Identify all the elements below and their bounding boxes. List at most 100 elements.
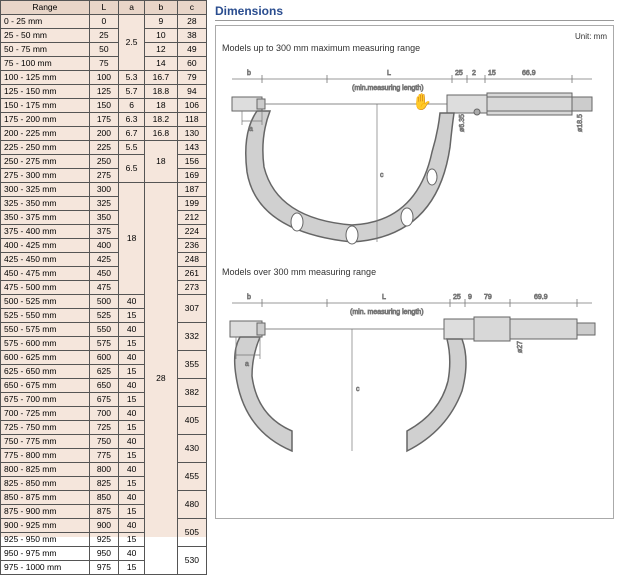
cell: 450 bbox=[89, 267, 118, 281]
cell: 28 bbox=[177, 15, 206, 29]
cell: 100 - 125 mm bbox=[1, 71, 90, 85]
cell: 5.7 bbox=[119, 85, 145, 99]
cell: 25 bbox=[89, 29, 118, 43]
dim2-699: 69.9 bbox=[534, 294, 548, 301]
cell: 750 - 775 mm bbox=[1, 435, 90, 449]
cell: 224 bbox=[177, 225, 206, 239]
spec-table: RangeLabc 0 - 25 mm02.592825 - 50 mm2510… bbox=[0, 0, 207, 575]
cell: 40 bbox=[119, 547, 145, 561]
cell: 625 bbox=[89, 365, 118, 379]
table-row: 200 - 225 mm2006.716.8130 bbox=[1, 127, 207, 141]
cell: 18 bbox=[145, 99, 178, 113]
cell: 350 - 375 mm bbox=[1, 211, 90, 225]
dim-25: 25 bbox=[455, 70, 463, 77]
cell: 28 bbox=[145, 183, 178, 575]
cell: 15 bbox=[119, 421, 145, 435]
cell: 40 bbox=[119, 295, 145, 309]
cell: 355 bbox=[177, 351, 206, 379]
cell: 505 bbox=[177, 519, 206, 547]
cell: 332 bbox=[177, 323, 206, 351]
cell: 650 bbox=[89, 379, 118, 393]
col-L: L bbox=[89, 1, 118, 15]
cell: 150 bbox=[89, 99, 118, 113]
cell: 169 bbox=[177, 169, 206, 183]
cell: 14 bbox=[145, 57, 178, 71]
cell: 750 bbox=[89, 435, 118, 449]
cell: 450 - 475 mm bbox=[1, 267, 90, 281]
dim-185: ø18.5 bbox=[577, 114, 584, 132]
cell: 425 - 450 mm bbox=[1, 253, 90, 267]
cell: 200 bbox=[89, 127, 118, 141]
cell: 350 bbox=[89, 211, 118, 225]
cell: 600 bbox=[89, 351, 118, 365]
cell: 375 bbox=[89, 225, 118, 239]
cell: 575 bbox=[89, 337, 118, 351]
cell: 40 bbox=[119, 463, 145, 477]
table-row: 0 - 25 mm02.5928 bbox=[1, 15, 207, 29]
table-row: 75 - 100 mm751460 bbox=[1, 57, 207, 71]
cell: 405 bbox=[177, 407, 206, 435]
cell: 18.2 bbox=[145, 113, 178, 127]
cell: 130 bbox=[177, 127, 206, 141]
cell: 425 bbox=[89, 253, 118, 267]
cell: 625 - 650 mm bbox=[1, 365, 90, 379]
cell: 40 bbox=[119, 407, 145, 421]
cell: 40 bbox=[119, 379, 145, 393]
table-row: 50 - 75 mm501249 bbox=[1, 43, 207, 57]
dim2-27: ø27 bbox=[517, 341, 524, 353]
cell: 6.7 bbox=[119, 127, 145, 141]
model1-label: Models up to 300 mm maximum measuring ra… bbox=[222, 43, 607, 53]
cell: 225 - 250 mm bbox=[1, 141, 90, 155]
cell: 850 bbox=[89, 491, 118, 505]
dim-b: b bbox=[247, 70, 251, 77]
cell: 100 bbox=[89, 71, 118, 85]
cell: 475 - 500 mm bbox=[1, 281, 90, 295]
cell: 199 bbox=[177, 197, 206, 211]
cell: 525 bbox=[89, 309, 118, 323]
cell: 800 bbox=[89, 463, 118, 477]
cell: 925 - 950 mm bbox=[1, 533, 90, 547]
table-row: 25 - 50 mm251038 bbox=[1, 29, 207, 43]
dim2-c: c bbox=[356, 386, 360, 393]
cell: 382 bbox=[177, 379, 206, 407]
cell: 16.8 bbox=[145, 127, 178, 141]
cell: 150 - 175 mm bbox=[1, 99, 90, 113]
dimensions-title: Dimensions bbox=[215, 4, 614, 21]
dim2-a: a bbox=[245, 361, 249, 368]
cell: 300 bbox=[89, 183, 118, 197]
cell: 175 bbox=[89, 113, 118, 127]
cell: 275 - 300 mm bbox=[1, 169, 90, 183]
cell: 40 bbox=[119, 323, 145, 337]
cell: 248 bbox=[177, 253, 206, 267]
cell: 675 - 700 mm bbox=[1, 393, 90, 407]
cell: 75 bbox=[89, 57, 118, 71]
dim-15: 15 bbox=[488, 70, 496, 77]
dim2-L: L bbox=[382, 294, 386, 301]
cell: 925 bbox=[89, 533, 118, 547]
cell: 18 bbox=[119, 183, 145, 295]
diagram-container: Unit: mm Models up to 300 mm maximum mea… bbox=[215, 25, 614, 519]
table-row: 225 - 250 mm2255.518143 bbox=[1, 141, 207, 155]
cell: 900 - 925 mm bbox=[1, 519, 90, 533]
cell: 38 bbox=[177, 29, 206, 43]
table-row: 125 - 150 mm1255.718.894 bbox=[1, 85, 207, 99]
cell: 49 bbox=[177, 43, 206, 57]
cell: 500 bbox=[89, 295, 118, 309]
cell: 15 bbox=[119, 393, 145, 407]
cell: 12 bbox=[145, 43, 178, 57]
dim-L: L bbox=[387, 70, 391, 77]
cell: 675 bbox=[89, 393, 118, 407]
dim-63: ø6.35 bbox=[459, 114, 466, 132]
cell: 10 bbox=[145, 29, 178, 43]
cell: 118 bbox=[177, 113, 206, 127]
cell: 550 - 575 mm bbox=[1, 323, 90, 337]
cell: 50 - 75 mm bbox=[1, 43, 90, 57]
cell: 60 bbox=[177, 57, 206, 71]
cell: 15 bbox=[119, 561, 145, 575]
cell: 975 - 1000 mm bbox=[1, 561, 90, 575]
cell: 550 bbox=[89, 323, 118, 337]
cell: 18.8 bbox=[145, 85, 178, 99]
cell: 250 - 275 mm bbox=[1, 155, 90, 169]
cell: 725 bbox=[89, 421, 118, 435]
cell: 125 - 150 mm bbox=[1, 85, 90, 99]
